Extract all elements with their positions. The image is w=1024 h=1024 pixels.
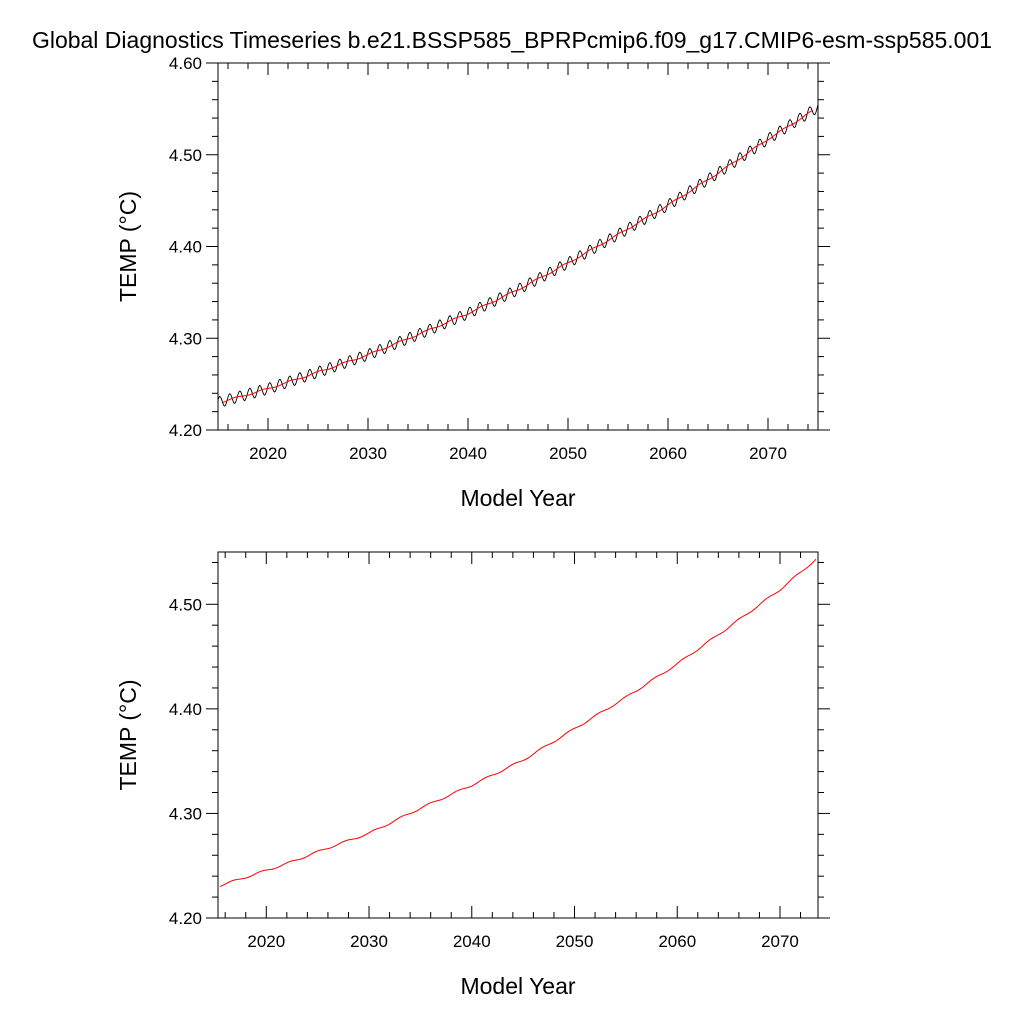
x-tick-label: 2020	[247, 932, 285, 951]
x-axis-label: Model Year	[460, 485, 575, 511]
y-tick-label: 4.20	[169, 421, 202, 440]
y-tick-label: 4.30	[169, 804, 202, 823]
x-tick-label: 2020	[249, 444, 287, 463]
top-panel: 2020 2030 2040 2050 2060 2070 4.20 4.30 4.40 4.50…	[115, 54, 830, 511]
x-tick-label: 2030	[349, 444, 387, 463]
bottom-panel: 2020 2030 2040 2050 2060 2070 4.20 4.30 4.40 4.50…	[115, 551, 830, 999]
x-tick-label: 2060	[658, 932, 696, 951]
x-tick-label: 2030	[350, 932, 388, 951]
annual-temp-line	[219, 558, 817, 887]
x-tick-label: 2070	[761, 932, 799, 951]
y-tick-label: 4.40	[169, 238, 202, 257]
plot-frame	[217, 62, 819, 431]
y-tick-label: 4.50	[169, 146, 202, 165]
y-axis-label: TEMP (°C)	[115, 191, 141, 302]
x-axis-label: Model Year	[460, 973, 575, 999]
x-tick-label: 2040	[449, 444, 487, 463]
monthly-temp-line	[218, 104, 818, 407]
y-tick-label: 4.50	[169, 595, 202, 614]
y-tick-label: 4.60	[169, 54, 202, 73]
y-axis-label: TEMP (°C)	[115, 680, 141, 791]
y-tick-label: 4.40	[169, 700, 202, 719]
x-tick-label: 2060	[649, 444, 687, 463]
annual-temp-line	[222, 109, 814, 403]
figure-title: Global Diagnostics Timeseries b.e21.BSSP…	[32, 27, 992, 53]
x-tick-label: 2070	[749, 444, 787, 463]
y-tick-label: 4.20	[169, 909, 202, 928]
y-tick-label: 4.30	[169, 329, 202, 348]
x-tick-label: 2050	[556, 932, 594, 951]
plot-frame	[217, 551, 819, 919]
x-tick-label: 2050	[549, 444, 587, 463]
x-tick-label: 2040	[453, 932, 491, 951]
